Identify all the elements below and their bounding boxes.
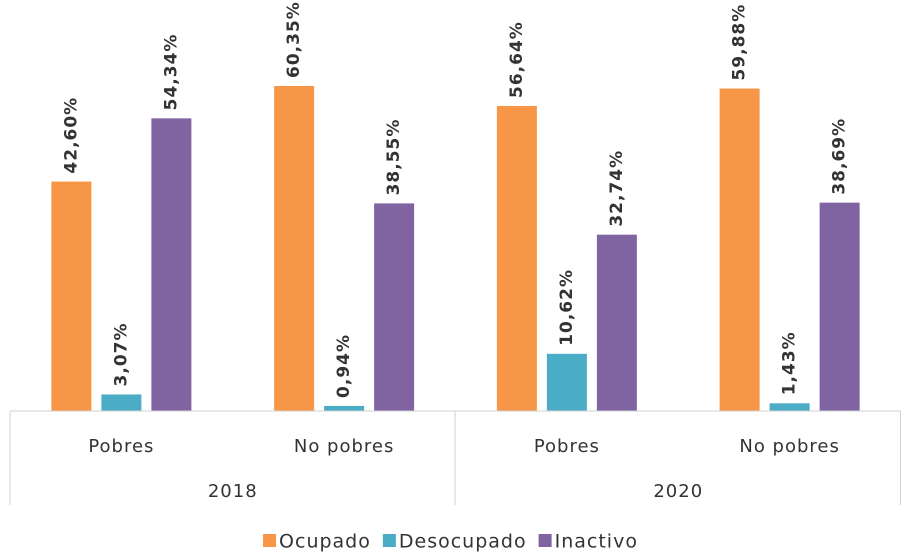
legend-swatch [263, 534, 277, 547]
legend-swatch [382, 534, 396, 547]
bar [596, 234, 637, 411]
data-label: 56,64% [507, 21, 527, 98]
bar [151, 118, 192, 412]
bar [101, 394, 142, 411]
bar [546, 353, 587, 411]
legend-label: Desocupado [399, 531, 527, 553]
bar [769, 403, 810, 411]
group-label: 2018 [208, 481, 258, 502]
data-label: 0,94% [334, 334, 354, 398]
bar [719, 88, 760, 411]
data-label: 1,43% [780, 331, 800, 395]
data-label: 38,69% [830, 118, 850, 195]
legend-label: Ocupado [279, 531, 371, 553]
bar [496, 105, 537, 412]
legend-swatch [538, 534, 552, 547]
data-label: 32,74% [607, 150, 627, 227]
x-tick-label: No pobres [739, 436, 840, 457]
data-label: 59,88% [730, 4, 750, 81]
data-label: 3,07% [111, 322, 131, 386]
bar [51, 181, 92, 411]
bar [274, 86, 315, 411]
data-label: 42,60% [61, 97, 81, 174]
data-label: 10,62% [557, 269, 577, 346]
x-tick-label: Pobres [534, 436, 600, 457]
x-tick-label: No pobres [294, 436, 395, 457]
data-label: 54,34% [161, 34, 181, 111]
bar [819, 202, 860, 411]
x-tick-label: Pobres [88, 436, 154, 457]
legend: Ocupado Desocupado Inactivo [263, 531, 638, 553]
legend-label: Inactivo [555, 531, 638, 553]
data-label: 60,35% [284, 1, 304, 78]
bar [374, 203, 415, 411]
data-label: 38,55% [384, 119, 404, 196]
group-label: 2020 [653, 481, 703, 502]
bar [324, 405, 365, 411]
